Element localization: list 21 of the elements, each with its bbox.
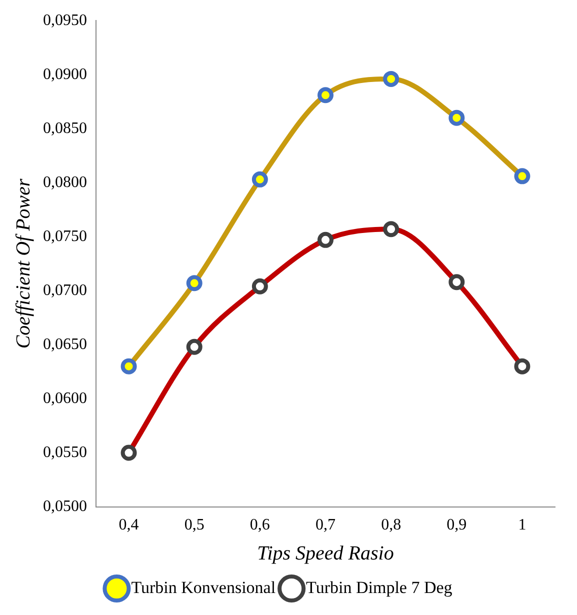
y-tick-label: 0,0750	[43, 228, 87, 245]
x-tick-label: 0,5	[184, 516, 204, 534]
x-tick-label: 0,7	[316, 516, 336, 534]
y-tick-label: 0,0850	[43, 120, 87, 137]
x-tick-label: 0,9	[446, 516, 467, 534]
y-tick-label: 0,0600	[43, 390, 87, 407]
x-tick-label: 0,8	[381, 516, 402, 534]
y-tick-label: 0,0500	[43, 498, 87, 516]
y-tick-label: 0,0900	[43, 66, 87, 83]
x-axis-title: Tips Speed Rasio	[257, 542, 394, 564]
legend-label: Turbin Dimple 7 Deg	[306, 578, 453, 597]
y-tick-label: 0,0650	[43, 336, 87, 353]
x-tick-label: 0,4	[118, 516, 139, 534]
y-tick-label: 0,0700	[43, 282, 87, 299]
x-tick-label: 1	[518, 516, 526, 534]
x-tick-label: 0,6	[250, 516, 270, 534]
y-tick-label: 0,0950	[43, 12, 87, 29]
legend-label: Turbin Konvensional	[131, 578, 276, 597]
y-axis-title: Coefficient Of Power	[12, 178, 34, 349]
y-tick-label: 0,0800	[43, 174, 87, 191]
y-tick-label: 0,0550	[43, 444, 87, 461]
